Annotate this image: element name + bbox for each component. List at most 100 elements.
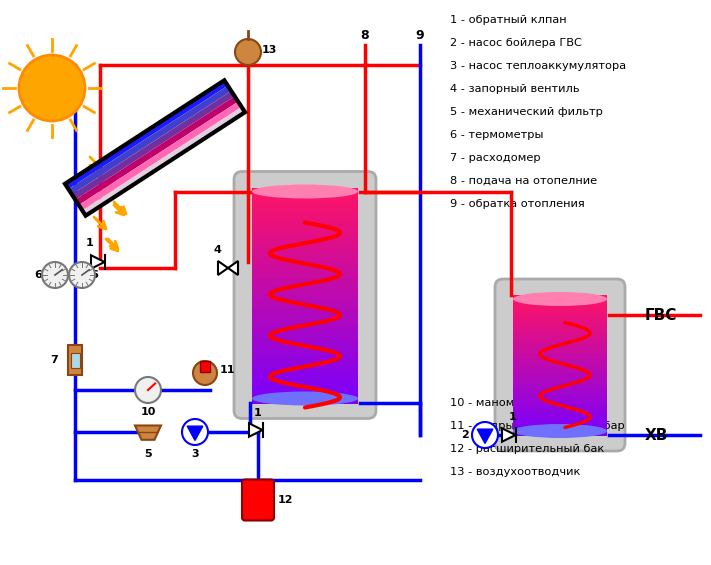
Ellipse shape [252, 392, 358, 406]
Text: 6 - термометры: 6 - термометры [450, 130, 543, 140]
Bar [252, 235, 358, 240]
Bar [252, 346, 358, 352]
Bar [252, 312, 358, 318]
Text: ХВ: ХВ [645, 428, 668, 442]
Bar [513, 390, 607, 394]
Text: 5: 5 [144, 449, 152, 459]
Polygon shape [135, 425, 161, 440]
Bar [252, 359, 358, 365]
Bar [252, 364, 358, 369]
Bar [252, 372, 358, 377]
Bar [513, 312, 607, 316]
Bar [70, 353, 80, 367]
Bar [252, 260, 358, 266]
Text: 11 - подрывной клапан 6 бар: 11 - подрывной клапан 6 бар [450, 421, 625, 431]
Bar [513, 429, 607, 433]
Bar [513, 329, 607, 332]
FancyBboxPatch shape [234, 172, 376, 419]
Bar [252, 226, 358, 232]
Bar [252, 188, 358, 193]
Bar [252, 394, 358, 399]
Bar [513, 393, 607, 397]
Text: 1: 1 [86, 238, 94, 248]
Polygon shape [502, 428, 515, 442]
Bar [252, 385, 358, 390]
Bar [513, 410, 607, 414]
Bar [252, 334, 358, 339]
Circle shape [193, 361, 217, 385]
Bar [252, 218, 358, 223]
Bar [252, 209, 358, 214]
Bar [252, 316, 358, 322]
Bar [252, 351, 358, 356]
Bar [513, 407, 607, 411]
Bar [513, 337, 607, 341]
Bar [513, 379, 607, 383]
Bar [252, 295, 358, 301]
Text: 9 - обратка отопления: 9 - обратка отопления [450, 199, 584, 209]
Bar [513, 315, 607, 319]
Bar [252, 244, 358, 249]
Bar [252, 321, 358, 326]
Polygon shape [91, 255, 105, 269]
Text: 10 - манометр: 10 - манометр [450, 398, 535, 408]
Bar [252, 308, 358, 313]
Bar [252, 390, 358, 395]
Bar [513, 398, 607, 402]
Text: 10: 10 [140, 407, 156, 417]
Bar [252, 252, 358, 257]
Text: 2: 2 [461, 430, 469, 440]
Bar [252, 368, 358, 373]
Text: 1: 1 [509, 412, 517, 422]
Bar [513, 342, 607, 346]
Circle shape [135, 377, 161, 403]
Polygon shape [82, 107, 245, 216]
Polygon shape [75, 96, 238, 205]
Text: 9: 9 [416, 29, 424, 42]
Ellipse shape [513, 424, 607, 438]
Text: 5 - механический фильтр: 5 - механический фильтр [450, 107, 603, 117]
Bar [513, 340, 607, 344]
Bar [252, 286, 358, 292]
Bar [252, 247, 358, 253]
Text: 7: 7 [50, 355, 58, 365]
Circle shape [235, 39, 261, 65]
Polygon shape [68, 86, 231, 194]
Bar [513, 373, 607, 377]
Bar [252, 231, 358, 236]
Bar [252, 278, 358, 283]
Ellipse shape [252, 185, 358, 198]
Bar [513, 404, 607, 408]
Bar [513, 382, 607, 385]
Bar [252, 265, 358, 270]
Bar [513, 298, 607, 302]
Ellipse shape [513, 292, 607, 306]
Polygon shape [218, 261, 228, 275]
Text: 2 - насос бойлера ГВС: 2 - насос бойлера ГВС [450, 38, 582, 48]
Bar [252, 325, 358, 331]
Text: 3: 3 [191, 449, 199, 459]
Circle shape [69, 262, 95, 288]
Text: 12 - расширительный бак: 12 - расширительный бак [450, 444, 604, 454]
Bar [513, 371, 607, 375]
Bar [513, 396, 607, 399]
Bar [513, 332, 607, 335]
Bar [252, 381, 358, 386]
Bar [513, 401, 607, 405]
Bar [513, 326, 607, 329]
Bar [513, 365, 607, 369]
Circle shape [182, 419, 208, 445]
Bar [252, 355, 358, 360]
Polygon shape [228, 261, 238, 275]
Text: 11: 11 [220, 365, 235, 375]
Bar [252, 222, 358, 227]
Bar [513, 424, 607, 428]
FancyBboxPatch shape [242, 480, 274, 520]
Bar [513, 368, 607, 372]
Bar [513, 357, 607, 360]
Polygon shape [65, 80, 228, 189]
Bar [68, 345, 82, 375]
Bar [252, 377, 358, 382]
Text: ГВС: ГВС [645, 307, 678, 323]
Bar [252, 398, 358, 403]
